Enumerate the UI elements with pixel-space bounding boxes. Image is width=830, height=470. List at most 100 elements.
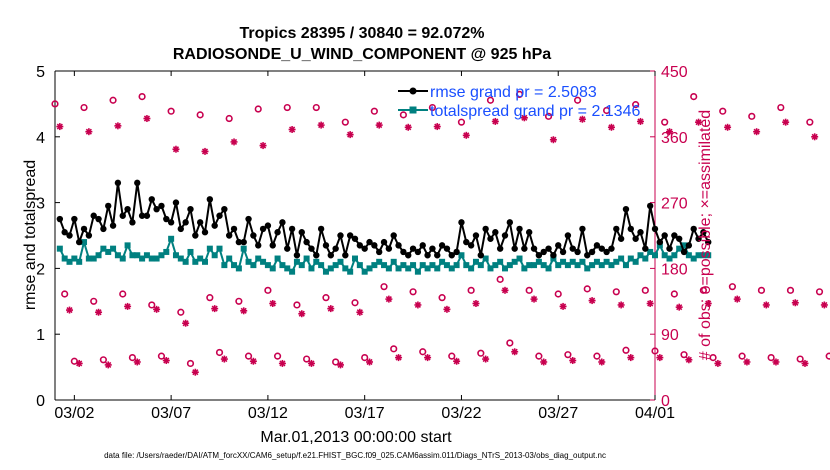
rmse-point <box>138 212 146 219</box>
obs-possible-marker <box>177 308 185 316</box>
totalspread-point <box>197 255 204 262</box>
obs-possible-marker <box>719 107 727 115</box>
rmse-point <box>366 238 373 246</box>
obs-possible-marker <box>390 345 398 353</box>
obs-assimilated-marker <box>414 301 422 309</box>
totalspread-point <box>414 268 421 275</box>
obs-possible-marker <box>196 111 204 119</box>
totalspread-point <box>100 245 107 252</box>
rmse-point <box>598 245 605 252</box>
obs-possible-marker <box>728 283 737 291</box>
obs-possible-marker <box>477 349 485 357</box>
obs-assimilated-marker <box>569 357 577 365</box>
obs-possible-marker <box>380 283 388 291</box>
rmse-point <box>511 245 518 252</box>
rmse-point <box>559 248 567 256</box>
totalspread-point <box>168 235 175 242</box>
rmse-point <box>627 225 635 233</box>
rmse-point <box>666 245 673 252</box>
rmse-point <box>293 252 301 259</box>
totalspread-point <box>627 255 634 262</box>
obs-possible-series <box>51 90 830 368</box>
rmse-point <box>124 205 131 213</box>
totalspread-point <box>613 258 620 265</box>
obs-possible-marker <box>699 286 707 294</box>
obs-assimilated-stroke <box>521 114 528 121</box>
obs-assimilated-stroke <box>414 301 421 309</box>
obs-assimilated-stroke <box>114 122 121 129</box>
obs-assimilated-stroke <box>337 361 344 368</box>
obs-assimilated-marker <box>249 357 257 365</box>
totalspread-point <box>685 252 692 259</box>
totalspread-point <box>376 258 383 265</box>
rmse-point <box>429 245 436 252</box>
rmse-point <box>574 248 581 256</box>
rmse-point <box>361 245 368 252</box>
obs-assimilated-stroke <box>637 118 644 125</box>
rmse-point <box>119 212 126 219</box>
rmse-point <box>351 235 359 242</box>
obs-assimilated-stroke <box>608 124 615 131</box>
rmse-point <box>313 252 320 259</box>
rmse-point <box>685 242 693 249</box>
obs-assimilated-stroke <box>327 305 334 312</box>
y-left-tick-label: 3 <box>36 196 45 213</box>
obs-possible-marker <box>767 353 775 362</box>
totalspread-point <box>487 265 494 272</box>
obs-assimilated-stroke <box>405 124 412 131</box>
obs-assimilated-stroke <box>511 348 518 355</box>
totalspread-point <box>453 262 460 269</box>
obs-assimilated-marker <box>240 307 248 315</box>
totalspread-point <box>666 255 673 262</box>
rmse-point <box>467 242 475 249</box>
obs-possible-marker <box>544 112 553 120</box>
obs-assimilated-stroke <box>172 146 180 153</box>
obs-possible-marker <box>90 297 98 305</box>
obs-assimilated-stroke <box>676 304 683 311</box>
rmse-point <box>288 225 296 233</box>
obs-assimilated-stroke <box>772 358 780 366</box>
obs-assimilated-marker <box>56 123 64 131</box>
obs-assimilated-stroke <box>308 360 315 367</box>
y-left-tick-label: 2 <box>36 261 45 278</box>
obs-possible-marker <box>680 351 688 359</box>
obs-possible-marker <box>80 103 88 112</box>
rmse-point <box>700 229 707 236</box>
rmse-point <box>279 219 286 226</box>
totalspread-point <box>153 255 160 262</box>
obs-assimilated-marker <box>501 286 509 294</box>
totalspread-point <box>361 268 368 275</box>
obs-possible-marker <box>419 348 427 356</box>
rmse-point <box>448 252 455 259</box>
rmse-point <box>695 235 702 242</box>
rmse-point <box>390 232 397 239</box>
rmse-point <box>75 238 83 246</box>
obs-assimilated-stroke <box>801 360 809 367</box>
obs-assimilated-marker <box>646 299 654 307</box>
obs-assimilated-stroke <box>318 122 325 129</box>
rmse-point <box>569 245 576 252</box>
obs-assimilated-stroke <box>589 297 596 304</box>
rmse-point <box>521 245 528 252</box>
obs-assimilated-stroke <box>134 358 141 366</box>
rmse-point <box>496 245 504 252</box>
rmse-point <box>255 242 262 249</box>
totalspread-point <box>61 255 68 262</box>
rmse-point <box>61 229 68 236</box>
totalspread-point <box>410 262 417 269</box>
obs-assimilated-stroke <box>627 354 634 361</box>
obs-possible-marker <box>670 290 678 298</box>
obs-possible-marker <box>428 103 437 112</box>
totalspread-point <box>81 239 88 246</box>
obs-assimilated-marker <box>366 358 374 366</box>
rmse-point <box>230 225 238 233</box>
obs-assimilated-marker <box>453 357 461 365</box>
obs-possible-marker <box>283 103 291 112</box>
obs-possible-marker <box>322 294 330 302</box>
obs-possible-marker <box>515 90 524 98</box>
x-tick-label: 03/12 <box>248 405 288 422</box>
x-tick-label: 03/17 <box>345 405 385 422</box>
obs-assimilated-marker <box>685 356 693 364</box>
rmse-point <box>109 222 117 229</box>
